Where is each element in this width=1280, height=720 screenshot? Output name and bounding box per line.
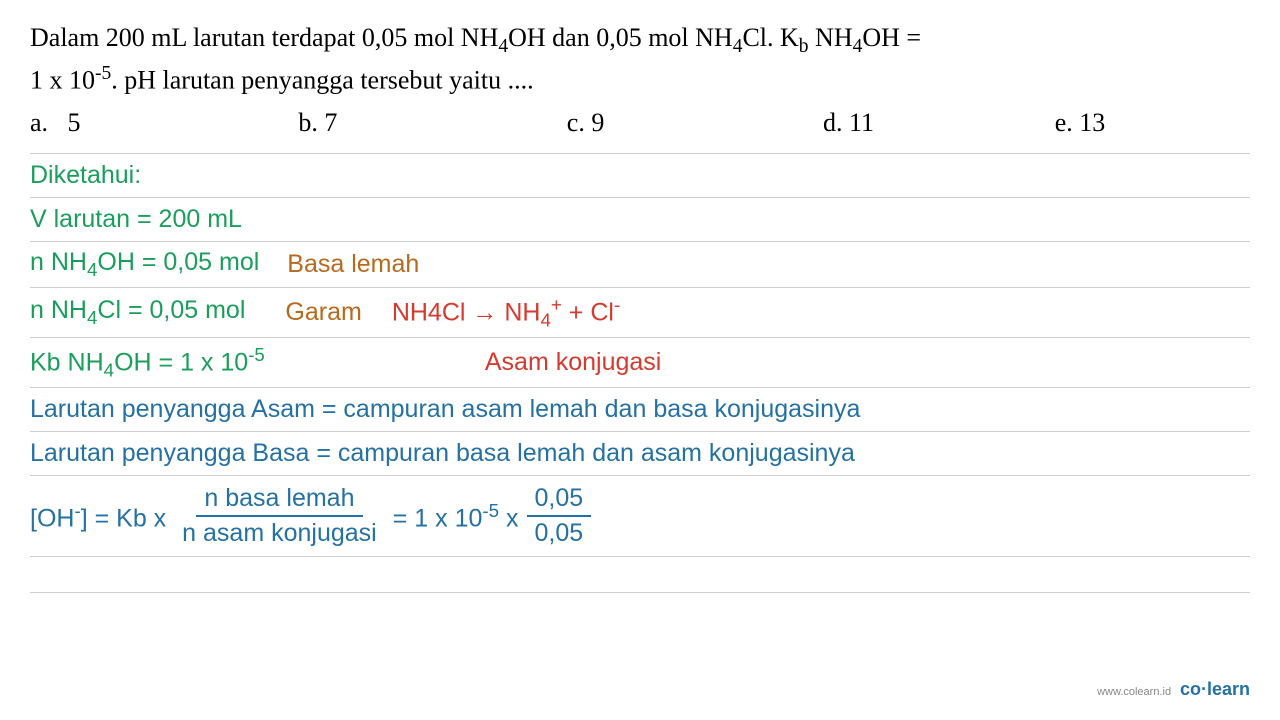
footer-brand: co·learn bbox=[1180, 679, 1250, 699]
fraction-2: 0,05 0,05 bbox=[527, 484, 592, 548]
formula-mid: = 1 x 10-5 x bbox=[393, 500, 519, 533]
empty-row bbox=[30, 557, 1250, 592]
footer-url: www.colearn.id bbox=[1097, 686, 1171, 698]
frac2-num: 0,05 bbox=[527, 484, 592, 517]
sub4: 4 bbox=[853, 36, 863, 57]
diketahui-row: Diketahui: bbox=[30, 154, 1250, 198]
formula-lhs: [OH-] = Kb x bbox=[30, 500, 166, 533]
answer-options: a. 5 b. 7 c. 9 d. 11 e. 13 bbox=[30, 108, 1250, 138]
garam-label: Garam bbox=[285, 298, 361, 327]
question-line1-part3: Cl. K bbox=[742, 23, 798, 52]
kb-value: Kb NH4OH = 1 x 10-5 bbox=[30, 344, 265, 381]
formula-row: [OH-] = Kb x n basa lemah n asam konjuga… bbox=[30, 476, 1250, 557]
option-d: d. 11 bbox=[823, 108, 1055, 138]
frac1-den: n asam konjugasi bbox=[174, 517, 385, 548]
penyangga-asam: Larutan penyangga Asam = campuran asam l… bbox=[30, 395, 860, 424]
penyangga-basa: Larutan penyangga Basa = campuran basa l… bbox=[30, 439, 855, 468]
question-line2-part2: . pH larutan penyangga tersebut yaitu ..… bbox=[111, 66, 533, 95]
fraction-1: n basa lemah n asam konjugasi bbox=[174, 484, 385, 548]
question-line1-part5: OH = bbox=[862, 23, 921, 52]
basa-lemah-label: Basa lemah bbox=[287, 250, 419, 279]
option-b: b. 7 bbox=[298, 108, 566, 138]
footer: www.colearn.id co·learn bbox=[1097, 679, 1250, 700]
option-e: e. 13 bbox=[1055, 108, 1250, 138]
question-line1-part1: Dalam 200 mL larutan terdapat 0,05 mol N… bbox=[30, 23, 498, 52]
v-larutan: V larutan = 200 mL bbox=[30, 205, 242, 234]
sup1: -5 bbox=[95, 63, 111, 84]
penyangga-basa-row: Larutan penyangga Basa = campuran basa l… bbox=[30, 432, 1250, 476]
question-line1-part2: OH dan 0,05 mol NH bbox=[508, 23, 733, 52]
option-c: c. 9 bbox=[567, 108, 823, 138]
nh4cl-row: n NH4Cl = 0,05 mol Garam NH4Cl → NH4+ + … bbox=[30, 288, 1250, 338]
nh4cl-value: n NH4Cl = 0,05 mol bbox=[30, 296, 245, 329]
sub3: b bbox=[799, 36, 809, 57]
nh4oh-row: n NH4OH = 0,05 mol Basa lemah bbox=[30, 242, 1250, 288]
penyangga-asam-row: Larutan penyangga Asam = campuran asam l… bbox=[30, 388, 1250, 432]
solution-area: Diketahui: V larutan = 200 mL n NH4OH = … bbox=[30, 153, 1250, 594]
question-line2-part1: 1 x 10 bbox=[30, 66, 95, 95]
asam-konjugasi-label: Asam konjugasi bbox=[485, 348, 661, 377]
diketahui-label: Diketahui: bbox=[30, 161, 141, 190]
question-line1-part4: NH bbox=[809, 23, 853, 52]
kb-row: Kb NH4OH = 1 x 10-5 Asam konjugasi bbox=[30, 338, 1250, 388]
reaction: NH4Cl → NH4+ + Cl- bbox=[392, 294, 620, 331]
v-larutan-row: V larutan = 200 mL bbox=[30, 198, 1250, 242]
frac1-num: n basa lemah bbox=[196, 484, 362, 517]
frac2-den: 0,05 bbox=[527, 517, 592, 548]
nh4oh-value: n NH4OH = 0,05 mol bbox=[30, 248, 259, 281]
question-text: Dalam 200 mL larutan terdapat 0,05 mol N… bbox=[30, 20, 1250, 100]
option-a: a. 5 bbox=[30, 108, 298, 138]
sub2: 4 bbox=[733, 36, 743, 57]
sub1: 4 bbox=[498, 36, 508, 57]
